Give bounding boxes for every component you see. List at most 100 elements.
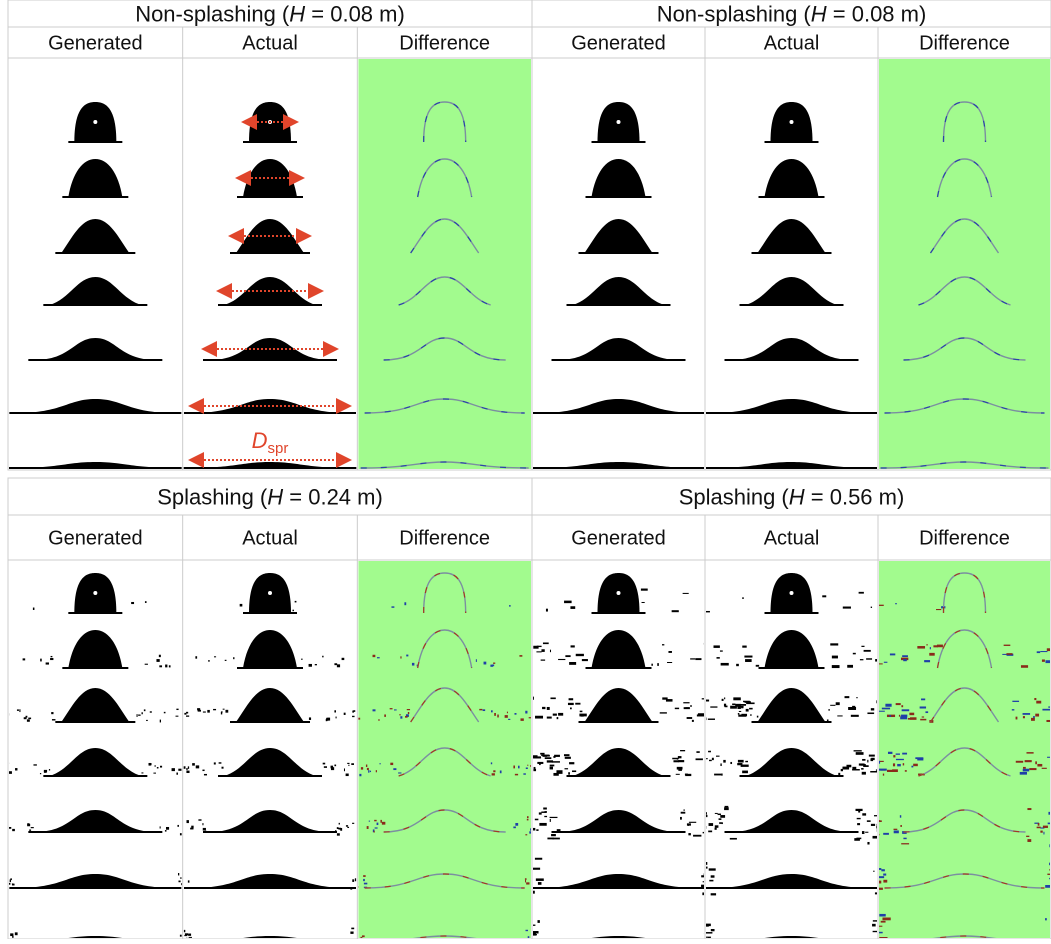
splash-speck [552,838,559,840]
splash-speck [493,663,495,664]
splash-speck [352,768,355,770]
splash-speck [592,874,593,876]
splash-speck [157,767,159,768]
splash-speck [213,928,216,930]
splash-speck [841,763,847,765]
splash-speck [734,923,741,925]
splash-speck [186,720,189,721]
splash-speck [545,757,552,759]
splash-speck [218,934,220,935]
splash-speck [856,697,857,698]
splash-speck [842,715,847,717]
splash-speck [592,928,597,930]
splash-speck [849,913,854,915]
splash-speck [173,879,174,881]
splash-speck [570,707,572,709]
image-cell [180,102,360,468]
splash-speck [696,880,704,881]
splash-speck [531,933,536,935]
splash-speck [576,654,584,656]
splash-speck [166,879,168,882]
splash-speck [769,919,776,921]
splash-speck [715,828,717,830]
splash-speck [535,819,539,821]
splash-speck [776,935,780,937]
splash-speck [705,932,712,933]
splash-speck [806,930,813,932]
splash-speck [802,833,806,836]
splash-speck [872,924,876,927]
splash-speck [1012,701,1019,702]
splash-speck [832,665,840,668]
splash-speck [569,698,574,700]
splash-speck [144,709,146,711]
splash-speck [719,756,726,758]
splash-speck [50,658,53,660]
splash-speck [811,892,814,894]
image-cell [5,102,185,468]
splash-speck [225,820,228,823]
splash-speck [881,921,886,923]
splash-speck [223,709,225,710]
splash-speck [553,756,555,758]
splash-speck [832,934,838,935]
splash-speck [536,878,544,881]
splash-speck [810,933,814,936]
splash-speck [855,893,859,894]
splash-speck [852,762,858,765]
splash-speck [678,754,681,756]
splash-speck [747,926,748,927]
splash-speck [664,753,669,756]
splash-speck [508,719,510,720]
splash-speck [1037,827,1041,829]
splash-speck [752,878,755,880]
splash-speck [805,927,810,929]
splash-speck [695,658,701,660]
splash-speck [526,767,528,769]
splash-speck [569,762,574,764]
splash-speck [837,715,842,716]
splash-speck [159,655,161,657]
splash-speck [819,897,826,900]
splash-speck [709,760,712,761]
splash-speck [864,891,872,892]
splash-speck [754,869,759,871]
splash-speck [190,709,193,711]
splash-speck [830,705,835,706]
splash-speck [685,884,693,885]
splash-speck [868,718,872,720]
splash-speck [852,706,855,709]
splash-speck [756,912,762,914]
splash-speck [672,758,679,759]
splash-speck [856,935,862,937]
splash-speck [641,589,648,591]
splash-speck [342,658,345,660]
splash-speck [309,717,311,720]
splash-speck [865,879,870,881]
splash-speck [222,935,224,937]
splash-speck [678,891,685,893]
splash-speck [377,657,380,658]
splash-speck [701,867,708,869]
splash-speck [738,760,744,763]
splash-speck [603,871,606,872]
splash-speck [394,709,397,710]
splash-speck [213,709,216,710]
splash-speck [12,829,15,831]
splash-speck [318,823,320,824]
splash-speck [1029,768,1036,770]
splash-speck [347,827,349,828]
splash-speck [1023,769,1029,772]
splash-speck [575,833,576,834]
splash-speck [682,645,688,646]
splash-speck [709,823,714,826]
splash-speck [761,923,768,924]
splash-speck [818,930,821,931]
splash-speck [335,877,338,879]
splash-speck [675,885,677,886]
splash-speck [137,714,138,717]
splash-speck [347,763,349,764]
splash-speck [652,925,659,927]
splash-speck [560,822,563,825]
splash-speck [145,664,148,665]
